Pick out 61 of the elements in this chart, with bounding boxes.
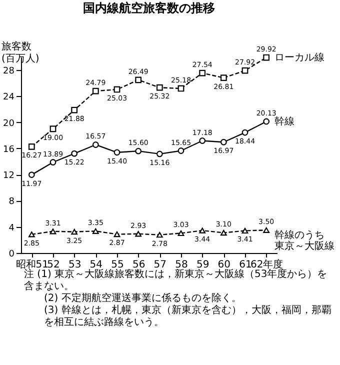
point (28, 232, 35, 238)
y-tick-label: 16 (3, 144, 15, 155)
point (71, 106, 78, 114)
point (263, 118, 270, 125)
point (114, 231, 120, 238)
point (199, 228, 206, 234)
x-tick-label: 62年度 (250, 258, 284, 270)
x-tick-label: 60 (218, 260, 231, 270)
y-tick-label: 24 (3, 92, 15, 103)
text: (3) 幹線とは，札幌，東京（新東京を含む），大阪，福岡，那覇を相互に結ぶ路線をいう。 (43, 305, 332, 329)
point (178, 85, 184, 92)
series-label: 幹線のうち東京～大阪線 (274, 229, 334, 252)
y-tick-label: 4 (8, 223, 15, 234)
point (220, 230, 227, 236)
x-tick-label: 59 (196, 260, 210, 270)
y-tick-label: 12 (3, 171, 14, 182)
point (114, 86, 120, 93)
point (156, 150, 163, 158)
point (263, 227, 270, 233)
point (242, 129, 248, 136)
x-tick-label: 54 (90, 260, 103, 270)
y-tick-label: 20 (3, 118, 15, 129)
point (220, 74, 227, 82)
point (71, 150, 78, 157)
text: (2) 不定期航空運送事業に係るものを除く。 (43, 293, 242, 304)
point (135, 148, 142, 154)
point (71, 228, 78, 235)
point (242, 67, 248, 74)
point (50, 159, 56, 166)
series-label: ローカル線 (274, 52, 324, 64)
x-tick-label: 57 (154, 260, 167, 270)
point (92, 88, 99, 94)
point (50, 228, 56, 234)
y-tick-label: 28 (3, 66, 15, 77)
point (92, 142, 99, 148)
series-label: 幹線 (274, 115, 294, 128)
x-tick-label: 昭和51 (16, 258, 49, 270)
x-tick-label: 56 (132, 260, 146, 270)
chart-title: 国内線航空旅客数の推移 (83, 1, 215, 15)
point (92, 228, 99, 234)
point (50, 126, 56, 132)
point (178, 148, 184, 154)
point (28, 172, 35, 178)
x-tick-label: 55 (111, 260, 124, 270)
x-tick-label: 52 (47, 260, 60, 270)
text: 注 (1) 東京～大阪線旅客数には，新東京～大阪線（53年度から）を含まない。 (24, 269, 328, 292)
point (135, 231, 142, 237)
y-tick-label: 8 (8, 197, 15, 208)
y-tick-label: 0 (8, 250, 15, 260)
point (199, 138, 206, 144)
point (263, 54, 270, 61)
point (156, 84, 163, 91)
point (114, 149, 120, 156)
point (135, 76, 142, 84)
point (28, 144, 35, 150)
point (220, 138, 227, 146)
x-tick-label: 61 (239, 260, 252, 270)
x-tick-label: 53 (68, 260, 82, 270)
point (156, 232, 163, 238)
x-tick-label: 58 (175, 260, 188, 270)
point (199, 70, 206, 76)
